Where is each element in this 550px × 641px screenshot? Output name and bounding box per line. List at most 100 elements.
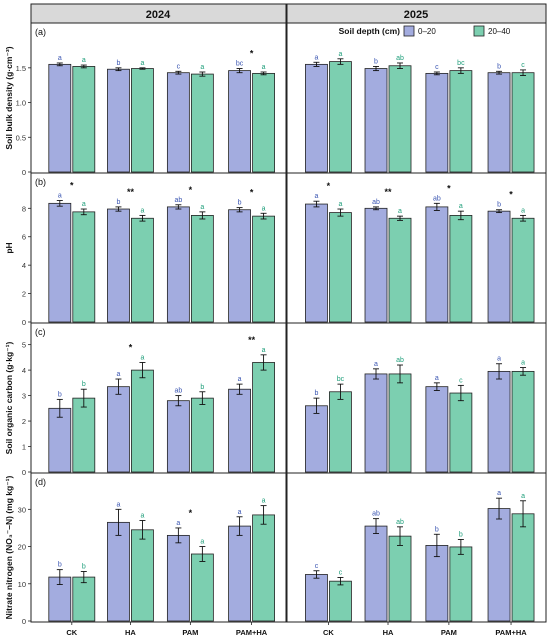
bar [190, 397, 214, 473]
depth-significance-star: * [327, 181, 331, 191]
panel-tag: (b) [35, 177, 46, 187]
y-axis-title: Soil bulk density (g·cm⁻³) [4, 46, 14, 149]
bar [449, 70, 473, 173]
significance-letter: bc [457, 60, 465, 67]
significance-letter: a [200, 539, 204, 546]
bar [425, 206, 449, 323]
x-tick-label: HA [125, 628, 136, 637]
significance-letter: a [338, 51, 342, 58]
bar [72, 66, 96, 173]
x-tick-label: PAM [441, 628, 457, 637]
bar [511, 513, 535, 622]
bar [364, 207, 388, 323]
bar [190, 73, 214, 173]
significance-letter: a [398, 208, 402, 215]
significance-letter: ab [372, 199, 380, 206]
bar [305, 63, 328, 173]
significance-letter: ab [174, 388, 182, 395]
significance-letter: bc [236, 61, 244, 68]
bar [388, 217, 412, 323]
y-tick-label: 1.5 [16, 64, 26, 73]
significance-letter: a [82, 57, 86, 64]
y-tick-label: 3 [22, 392, 26, 401]
bar [449, 215, 473, 323]
significance-letter: a [116, 501, 120, 508]
significance-letter: a [140, 207, 144, 214]
significance-letter: a [497, 490, 501, 497]
significance-letter: a [435, 375, 439, 382]
significance-letter: a [262, 347, 266, 354]
bar [131, 369, 154, 473]
y-tick-label: 0 [22, 468, 26, 477]
significance-letter: a [314, 54, 318, 61]
y-tick-label: 30 [18, 505, 26, 514]
column-strips: 2024 2025 [30, 3, 547, 24]
significance-letter: b [497, 202, 501, 209]
y-tick-label: 1 [22, 443, 26, 452]
y-tick-label: 5 [22, 341, 26, 350]
bar [425, 72, 449, 173]
legend-swatch-0-20 [403, 25, 415, 37]
bar [228, 525, 251, 622]
significance-letter: ab [396, 357, 404, 364]
bar [388, 65, 412, 173]
x-axis: CK HA PAM PAM+HA CK HA PAM PAM+HA [66, 622, 527, 637]
significance-letter: b [58, 562, 62, 569]
bar [252, 72, 275, 173]
bar [190, 553, 214, 622]
significance-letter: c [339, 569, 343, 576]
significance-letter: b [116, 199, 120, 206]
x-tick-label: HA [383, 628, 394, 637]
bar [252, 514, 275, 622]
legend: Soil depth (cm) 0–20 20–40 [339, 25, 511, 37]
bar [166, 534, 190, 622]
bar [228, 388, 251, 473]
bar [228, 209, 251, 323]
bar [190, 215, 214, 323]
bar [449, 546, 473, 622]
bar [511, 370, 535, 473]
depth-significance-star: * [250, 188, 254, 198]
significance-letter: a [140, 60, 144, 67]
bar [166, 400, 190, 473]
x-tick-label: CK [323, 628, 334, 637]
y-tick-label: 6 [22, 233, 26, 242]
significance-letter: b [82, 381, 86, 388]
significance-letter: a [262, 205, 266, 212]
significance-letter: a [176, 520, 180, 527]
bar [166, 206, 190, 323]
significance-letter: b [58, 391, 62, 398]
bar [305, 405, 328, 473]
y-tick-label: 0 [22, 318, 26, 327]
significance-letter: a [314, 193, 318, 200]
plot-area: Soil bulk density (g·cm⁻³) (a) 0 0.5 1.0 1.5 a… [4, 22, 547, 626]
y-tick-label: 2 [22, 290, 26, 299]
bar [72, 576, 96, 622]
depth-significance-star: * [509, 190, 513, 200]
y-tick-label: 0 [22, 168, 26, 177]
y-tick-label: 4 [22, 261, 26, 270]
significance-letter: a [140, 354, 144, 361]
significance-letter: b [374, 58, 378, 65]
bar [131, 529, 154, 622]
x-tick-label: PAM+HA [495, 628, 527, 637]
bar [107, 68, 130, 173]
x-tick-label: CK [66, 628, 77, 637]
bar [72, 211, 96, 323]
x-tick-label: PAM [182, 628, 198, 637]
depth-significance-star: * [447, 183, 451, 193]
significance-letter: b [497, 63, 501, 70]
depth-significance-star: * [189, 508, 193, 518]
y-tick-label: 4 [22, 366, 26, 375]
bar [329, 391, 352, 473]
bar [166, 72, 190, 173]
significance-letter: a [338, 201, 342, 208]
depth-significance-star: * [70, 181, 74, 191]
significance-letter: a [238, 376, 242, 383]
panel-tag: (d) [35, 477, 46, 487]
bar [511, 217, 535, 323]
bar [252, 215, 275, 323]
significance-letter: a [262, 64, 266, 71]
significance-letter: c [177, 63, 181, 70]
